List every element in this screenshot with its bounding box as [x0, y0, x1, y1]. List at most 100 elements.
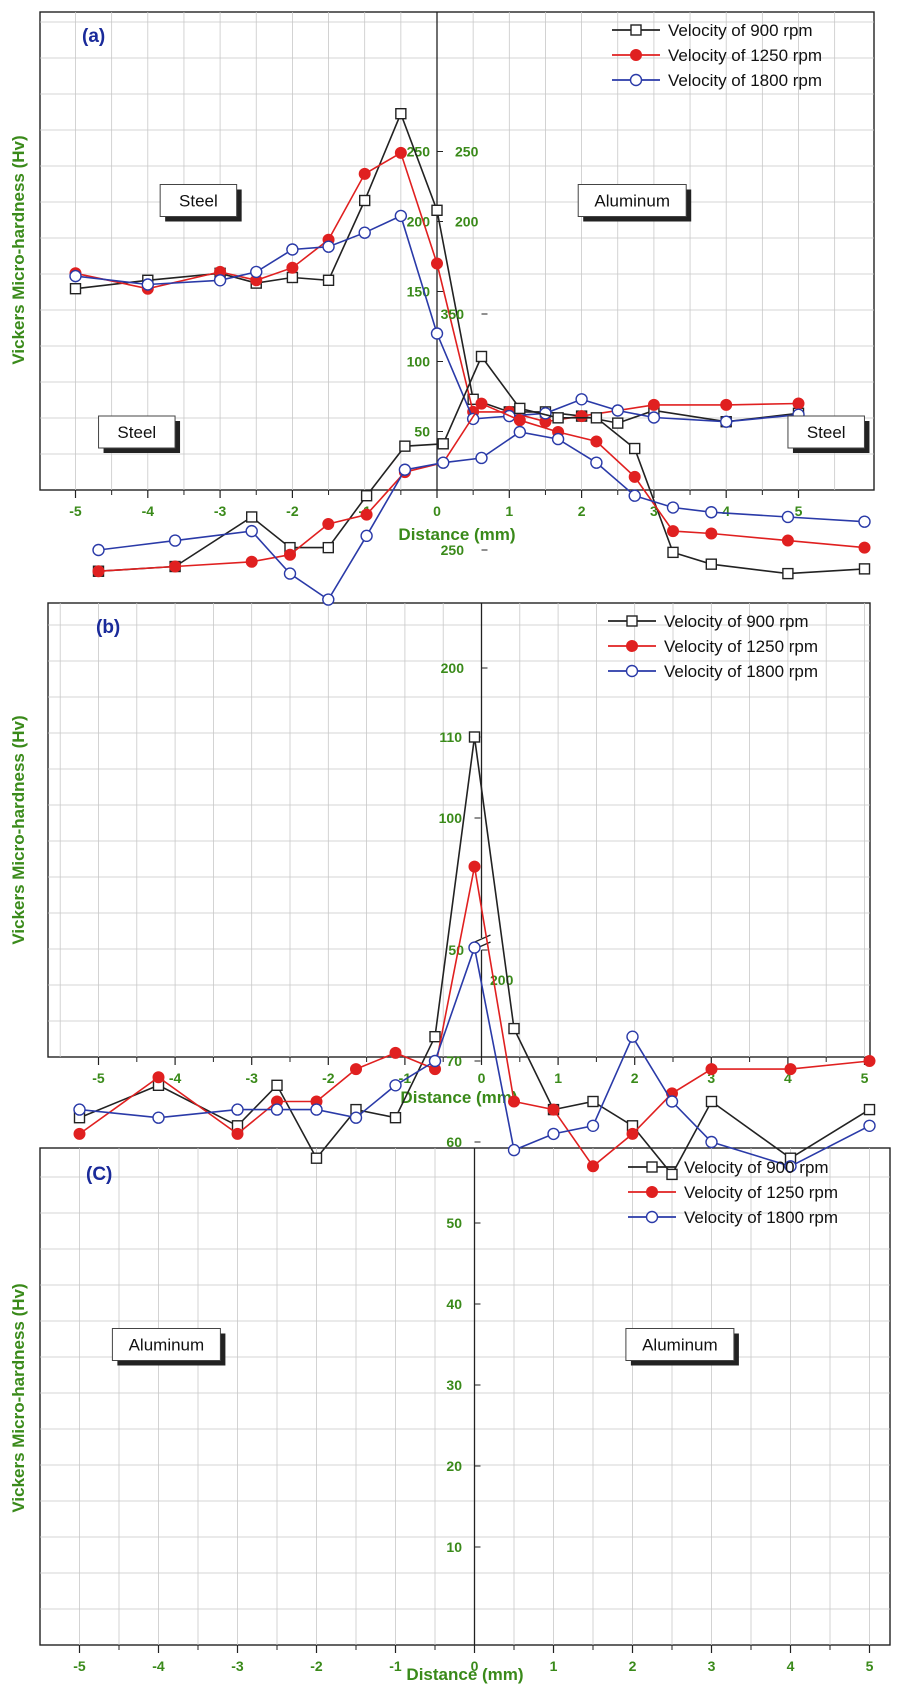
y-tick-label: 30: [446, 1377, 462, 1393]
legend-label: Velocity of 900 rpm: [664, 612, 809, 631]
data-point: [513, 414, 526, 427]
data-point: [398, 463, 412, 476]
x-tick-label: 2: [631, 1070, 639, 1086]
data-point: [792, 397, 805, 410]
data-point: [271, 1079, 283, 1092]
x-tick-label: -5: [69, 503, 82, 519]
y-tick-label: 350: [441, 306, 465, 322]
x-tick-label: 5: [866, 1658, 874, 1674]
data-point: [169, 560, 182, 573]
legend-label: Velocity of 1250 rpm: [668, 46, 822, 65]
y-tick-label: 110: [439, 729, 462, 745]
data-point: [429, 1030, 441, 1043]
panel-label: (b): [96, 617, 120, 638]
x-tick-label: 4: [784, 1070, 792, 1086]
data-point: [705, 506, 718, 519]
x-tick-label: -3: [231, 1658, 244, 1674]
x-tick-label: 3: [650, 503, 658, 519]
chart-panel-0: 50100150200250200250-5-4-3-2-1012345Dist…: [9, 11, 875, 544]
y-tick-label: 50: [448, 942, 464, 958]
legend-marker: [625, 664, 639, 678]
x-tick-label: 1: [505, 503, 513, 519]
series-0: [92, 350, 871, 580]
y-tick-label: 150: [407, 284, 431, 300]
annotation-box: [98, 415, 176, 449]
annotation-box: [577, 184, 687, 217]
data-point: [73, 1103, 86, 1116]
data-point: [69, 269, 82, 283]
x-axis-label: Distance (mm): [398, 525, 515, 544]
data-point: [575, 393, 588, 406]
data-point: [547, 1127, 560, 1141]
data-point: [69, 283, 82, 295]
plot-frame: [39, 1147, 891, 1646]
x-tick-label: -3: [214, 503, 227, 519]
x-tick-label: -4: [152, 1658, 165, 1674]
data-point: [310, 1152, 323, 1164]
y-tick-label: 100: [439, 810, 463, 826]
data-point: [359, 194, 371, 207]
data-point: [394, 209, 408, 223]
data-point: [395, 107, 407, 120]
y-tick-label: 200: [407, 214, 431, 230]
annotation-label: Steel: [117, 423, 156, 442]
data-point: [360, 529, 373, 543]
data-point: [360, 490, 373, 502]
x-tick-label: 1: [550, 1658, 558, 1674]
data-point: [508, 1095, 520, 1108]
data-point: [647, 398, 660, 411]
data-point: [628, 470, 641, 483]
y-tick-label: 10: [446, 1539, 462, 1555]
data-point: [475, 350, 488, 363]
legend-marker: [646, 1161, 658, 1173]
series-2: [92, 425, 871, 606]
data-point: [514, 402, 526, 415]
data-point: [705, 1095, 718, 1108]
legend-label: Velocity of 1800 rpm: [668, 71, 822, 90]
data-point: [475, 397, 488, 410]
annotation-label: Aluminum: [642, 1336, 718, 1355]
data-point: [551, 432, 565, 446]
data-point: [399, 440, 411, 452]
data-point: [720, 415, 733, 428]
data-point: [284, 548, 296, 561]
data-point: [286, 243, 299, 256]
x-tick-label: 0: [433, 503, 441, 519]
x-tick-label: -2: [322, 1070, 335, 1086]
data-point: [437, 456, 450, 469]
data-point: [784, 1063, 797, 1076]
x-tick-label: 0: [471, 1658, 479, 1674]
x-tick-label: -2: [310, 1658, 323, 1674]
y-tick-label: 50: [414, 424, 430, 440]
data-point: [286, 261, 299, 274]
plot-frame: [47, 602, 871, 1058]
data-point: [863, 1103, 876, 1116]
annotation-box: [159, 184, 238, 217]
data-point: [611, 404, 624, 417]
data-point: [286, 271, 299, 284]
y-axis-label: Vickers Micro-hardness (Hv): [9, 1283, 28, 1512]
data-point: [350, 1063, 362, 1076]
data-point: [394, 146, 407, 159]
data-point: [152, 1111, 165, 1124]
legend-label: Velocity of 1250 rpm: [684, 1183, 838, 1202]
annotation-label: Steel: [179, 192, 218, 211]
panel-label: (a): [82, 26, 105, 47]
data-point: [781, 534, 794, 547]
data-point: [705, 527, 718, 540]
data-point: [665, 1095, 679, 1108]
annotation-box: [111, 1328, 221, 1361]
legend-marker: [645, 1210, 659, 1224]
data-point: [213, 274, 227, 287]
data-point: [349, 1111, 363, 1124]
x-tick-label: 5: [861, 1070, 869, 1086]
data-point: [666, 501, 680, 514]
data-point: [360, 508, 373, 521]
data-point: [705, 1135, 718, 1149]
data-point: [468, 731, 481, 743]
data-point: [612, 417, 624, 429]
data-point: [784, 1160, 797, 1173]
x-tick-label: -3: [245, 1070, 258, 1086]
annotation-box: [787, 415, 865, 449]
